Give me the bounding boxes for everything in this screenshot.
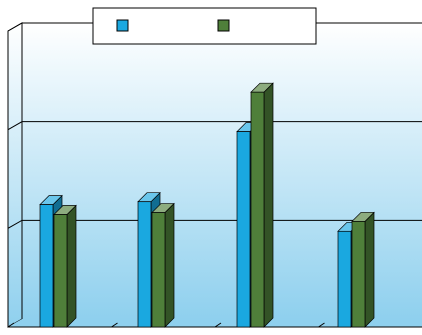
x-tick — [318, 322, 325, 328]
bar-front — [250, 91, 265, 328]
floor — [8, 319, 422, 327]
bars — [39, 82, 375, 328]
legend — [92, 7, 317, 45]
bar-front — [337, 230, 352, 328]
bar-side — [66, 204, 77, 328]
x-tick — [111, 322, 118, 328]
bar-front — [137, 201, 152, 328]
bar — [250, 82, 274, 328]
bar — [351, 211, 375, 328]
bar-front — [236, 131, 251, 328]
chart-background — [7, 22, 422, 328]
bar-front — [53, 214, 68, 328]
back-wall — [22, 23, 422, 319]
legend-swatch — [116, 19, 129, 32]
legend-box — [92, 7, 317, 45]
bar — [151, 202, 175, 328]
x-tick — [214, 322, 222, 328]
bar-front — [351, 221, 366, 328]
bar-front — [151, 212, 166, 328]
x-tick — [7, 322, 15, 328]
legend-swatch — [217, 19, 230, 32]
bar — [53, 204, 77, 328]
bar-front — [39, 204, 54, 328]
bar-side — [263, 82, 274, 328]
side-wall — [7, 22, 23, 328]
bar-side — [164, 202, 175, 328]
bar-side — [364, 211, 375, 328]
